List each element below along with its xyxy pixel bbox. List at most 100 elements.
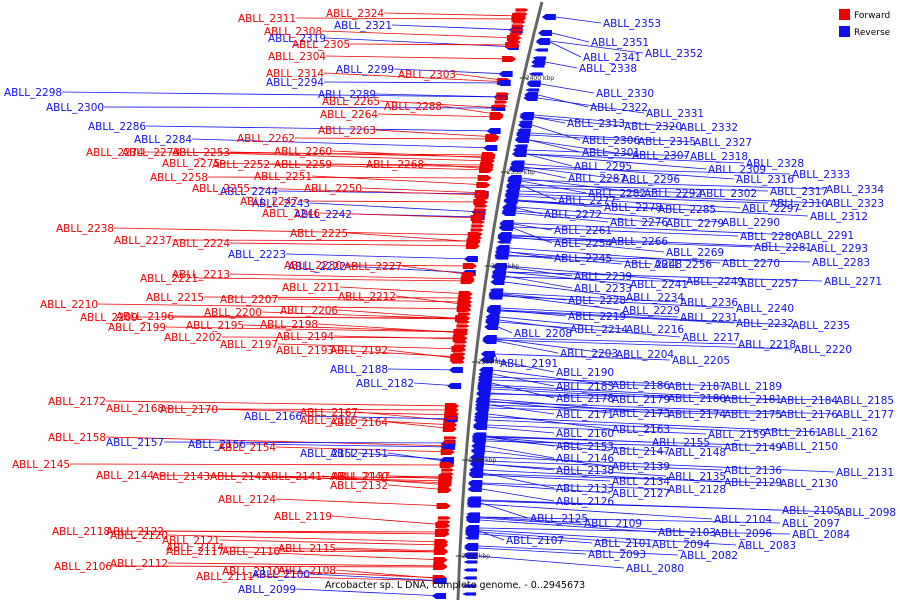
gene-label-abll-2280: ABLL_2280 — [740, 231, 798, 243]
leader-line — [500, 307, 679, 318]
gene-feature-forward — [445, 416, 459, 420]
gene-label-abll-2318: ABLL_2318 — [690, 151, 748, 163]
gene-label-abll-2332: ABLL_2332 — [680, 122, 738, 134]
gene-feature-reverse — [496, 80, 511, 86]
gene-feature-forward — [469, 232, 483, 236]
gene-label-abll-2287: ABLL_2287 — [568, 173, 626, 185]
leader-line — [492, 373, 555, 387]
legend-reverse-swatch — [839, 26, 850, 37]
leader-line — [523, 168, 567, 179]
gene-feature-reverse — [471, 443, 486, 449]
gene-label-abll-2235: ABLL_2235 — [792, 320, 850, 332]
gene-feature-reverse — [469, 461, 484, 467]
gene-label-abll-2139: ABLL_2139 — [612, 461, 670, 473]
gene-feature-forward — [453, 344, 467, 348]
gene-label-abll-2154: ABLL_2154 — [218, 442, 276, 454]
gene-label-abll-2210: ABLL_2210 — [40, 299, 98, 311]
leader-line — [249, 187, 487, 196]
gene-label-abll-2191: ABLL_2191 — [500, 358, 558, 370]
gene-label-abll-2126: ABLL_2126 — [556, 496, 614, 508]
gene-feature-forward — [442, 426, 457, 432]
gene-feature-reverse — [466, 512, 481, 516]
gene-label-abll-2269: ABLL_2269 — [666, 247, 724, 259]
gene-label-abll-2185: ABLL_2185 — [836, 395, 894, 407]
leader-line — [482, 483, 611, 494]
gene-label-abll-2214: ABLL_2214 — [570, 324, 628, 336]
leader-line — [511, 237, 753, 248]
leader-line — [229, 242, 478, 247]
gene-label-abll-2310: ABLL_2310 — [770, 198, 828, 210]
gene-feature-forward — [437, 520, 451, 524]
gene-label-abll-2323: ABLL_2323 — [826, 198, 884, 210]
leader-line — [179, 151, 493, 162]
gene-label-abll-2165: ABLL_2165 — [300, 415, 358, 427]
leader-line — [491, 384, 779, 401]
gene-label-abll-2178: ABLL_2178 — [556, 393, 614, 405]
gene-label-abll-2315: ABLL_2315 — [638, 136, 696, 148]
gene-label-abll-2241: ABLL_2241 — [630, 279, 688, 291]
gene-feature-forward — [462, 263, 477, 269]
gene-label-abll-2145: ABLL_2145 — [12, 459, 70, 471]
leader-line — [496, 340, 559, 354]
gene-feature-reverse — [484, 324, 499, 330]
leader-line — [515, 212, 609, 223]
leader-line — [521, 179, 825, 190]
gene-label-abll-2109: ABLL_2109 — [584, 518, 642, 530]
gene-label-abll-2219: ABLL_2219 — [568, 311, 626, 323]
leader-line — [484, 450, 611, 467]
leader-line — [167, 562, 446, 567]
gene-label-abll-2283: ABLL_2283 — [812, 257, 870, 269]
leader-line — [295, 17, 524, 20]
leader-line — [309, 573, 445, 582]
gene-feature-forward — [476, 196, 490, 200]
gene-label-abll-2252: ABLL_2252 — [212, 159, 270, 171]
gene-label-abll-2182: ABLL_2182 — [356, 378, 414, 390]
gene-feature-reverse — [473, 414, 488, 420]
gene-label-abll-2205: ABLL_2205 — [672, 355, 730, 367]
legend-forward-swatch — [839, 9, 850, 20]
gene-feature-forward — [441, 468, 455, 472]
gene-label-abll-2138: ABLL_2138 — [556, 465, 614, 477]
gene-label-abll-2103: ABLL_2103 — [658, 527, 716, 539]
gene-label-abll-2302: ABLL_2302 — [699, 188, 757, 200]
leader-line — [111, 565, 446, 568]
gene-feature-forward — [473, 208, 487, 212]
leader-line — [480, 499, 837, 513]
leader-line — [483, 463, 667, 477]
gene-feature-forward — [459, 304, 473, 308]
gene-feature-forward — [456, 320, 470, 324]
gene-label-abll-2303: ABLL_2303 — [398, 69, 456, 81]
gene-feature-forward — [512, 20, 526, 24]
gene-label-abll-2304: ABLL_2304 — [268, 51, 326, 63]
gene-label-abll-2272: ABLL_2272 — [544, 209, 602, 221]
gene-feature-reverse — [477, 384, 492, 388]
leader-line — [61, 91, 506, 98]
genome-backbone — [456, 1, 544, 600]
leader-line — [479, 529, 737, 546]
leader-line — [513, 226, 739, 237]
gene-label-abll-2080: ABLL_2080 — [626, 563, 684, 575]
gene-feature-reverse — [482, 336, 497, 342]
gene-label-abll-2128: ABLL_2128 — [668, 484, 726, 496]
leader-line — [323, 72, 509, 83]
gene-label-abll-2094: ABLL_2094 — [652, 539, 710, 551]
gene-feature-reverse — [476, 392, 491, 396]
gene-label-abll-2306: ABLL_2306 — [582, 135, 640, 147]
gene-label-abll-2196: ABLL_2196 — [116, 311, 174, 323]
gene-label-abll-2209: ABLL_2209 — [80, 312, 138, 324]
gene-label-abll-2134: ABLL_2134 — [612, 476, 670, 488]
gene-label-abll-2273: ABLL_2273 — [122, 147, 180, 159]
gene-label-abll-2307: ABLL_2307 — [632, 150, 690, 162]
gene-label-abll-2297: ABLL_2297 — [742, 203, 800, 215]
gene-feature-forward — [452, 356, 466, 360]
scale-tick-label: 2400 kbp — [526, 75, 554, 82]
gene-feature-forward — [485, 136, 500, 142]
gene-label-abll-2258: ABLL_2258 — [150, 172, 208, 184]
gene-feature-reverse — [495, 248, 510, 252]
gene-feature-reverse — [488, 296, 503, 300]
leader-line — [518, 195, 741, 209]
gene-label-abll-2231: ABLL_2231 — [680, 312, 738, 324]
legend: Forward Reverse — [839, 9, 891, 38]
gene-feature-reverse — [470, 448, 485, 452]
leader-line — [163, 407, 457, 416]
